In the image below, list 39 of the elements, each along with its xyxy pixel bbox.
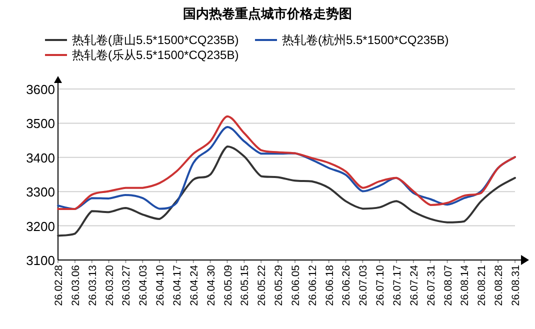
x-tick-label: 26.07.03: [358, 264, 370, 306]
chart-title: 国内热卷重点城市价格走势图: [183, 6, 352, 21]
x-tick-label: 26.04.10: [154, 264, 167, 306]
y-tick-label: 3500: [26, 116, 55, 132]
x-tick-label: 26.05.09: [222, 264, 234, 306]
x-tick-label: 26.07.31: [425, 264, 438, 306]
x-tick-label: 26.04.30: [205, 264, 218, 306]
y-tick-label: 3400: [26, 150, 55, 166]
line-series: [57, 145, 516, 237]
legend-label: 热轧卷(乐从5.5*1500*CQ235B): [72, 48, 239, 62]
x-tick-label: 26.04.03: [138, 264, 150, 306]
legend-label: 热轧卷(杭州5.5*1500*CQ235B): [282, 33, 449, 47]
x-tick-label: 26.04.17: [171, 264, 184, 306]
y-tick-label: 3200: [26, 218, 55, 234]
x-tick-label: 26.08.07: [442, 264, 454, 306]
x-tick-label: 26.03.06: [70, 264, 82, 306]
x-tick-label: 26.03.27: [120, 264, 133, 306]
x-tick-label: 26.07.17: [392, 264, 404, 306]
x-tick-label: 26.08.31: [510, 264, 522, 306]
x-tick-label: 26.06.18: [324, 264, 336, 306]
x-tick-label: 26.02.28: [53, 264, 65, 306]
x-tick-label: 26.05.22: [256, 264, 268, 306]
y-tick-label: 3600: [26, 82, 55, 97]
x-tick-label: 26.03.13: [86, 264, 99, 306]
x-tick-label: 26.05.29: [273, 264, 286, 306]
x-tick-label: 26.08.14: [459, 264, 472, 306]
x-tick-label: 26.06.05: [290, 264, 302, 306]
x-tick-label: 26.07.10: [374, 264, 387, 306]
x-tick-label: 26.06.12: [306, 264, 319, 306]
y-tick-label: 3300: [26, 184, 55, 200]
y-tick-label: 3100: [26, 253, 55, 268]
x-tick-label: 26.07.24: [408, 264, 420, 306]
x-tick-label: 26.08.21: [476, 264, 488, 306]
x-tick-label: 26.08.28: [493, 264, 506, 306]
x-tick-label: 26.04.24: [188, 264, 200, 306]
x-tick-label: 26.05.15: [239, 264, 252, 306]
x-tick-label: 26.03.20: [104, 264, 116, 306]
legend-label: 热轧卷(唐山5.5*1500*CQ235B): [72, 33, 239, 47]
x-tick-label: 26.06.26: [340, 264, 353, 306]
